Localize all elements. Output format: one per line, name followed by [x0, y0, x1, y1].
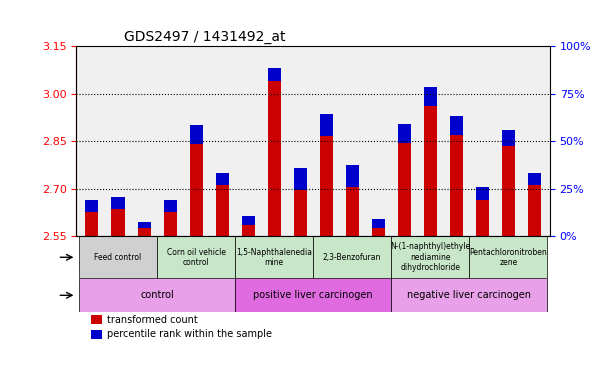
Bar: [294, 190, 307, 236]
FancyBboxPatch shape: [469, 236, 547, 278]
Text: negative liver carcinogen: negative liver carcinogen: [408, 290, 531, 300]
Bar: [423, 106, 437, 236]
Bar: [137, 222, 150, 228]
FancyBboxPatch shape: [313, 236, 391, 278]
Bar: [502, 146, 515, 236]
Bar: [90, 315, 103, 324]
Bar: [111, 209, 125, 236]
Bar: [346, 165, 359, 187]
Bar: [346, 187, 359, 236]
Text: Feed control: Feed control: [94, 253, 142, 262]
Bar: [137, 228, 150, 236]
Text: GDS2497 / 1431492_at: GDS2497 / 1431492_at: [123, 30, 285, 44]
Bar: [216, 185, 229, 236]
Text: Pentachloronitroben
zene: Pentachloronitroben zene: [469, 248, 547, 267]
FancyBboxPatch shape: [79, 236, 157, 278]
Bar: [241, 225, 255, 236]
FancyBboxPatch shape: [157, 236, 235, 278]
Bar: [528, 185, 541, 236]
Text: positive liver carcinogen: positive liver carcinogen: [254, 290, 373, 300]
Bar: [268, 81, 280, 236]
Bar: [164, 212, 177, 236]
Bar: [86, 200, 98, 212]
Bar: [320, 136, 332, 236]
Bar: [371, 228, 385, 236]
Bar: [216, 173, 229, 185]
Text: 2,3-Benzofuran: 2,3-Benzofuran: [323, 253, 381, 262]
Bar: [268, 68, 280, 81]
FancyBboxPatch shape: [235, 278, 391, 312]
FancyBboxPatch shape: [235, 236, 313, 278]
Bar: [164, 200, 177, 212]
Bar: [371, 219, 385, 228]
Bar: [476, 200, 489, 236]
Bar: [90, 330, 103, 339]
Bar: [450, 116, 463, 135]
Bar: [189, 144, 203, 236]
Bar: [320, 114, 332, 136]
FancyBboxPatch shape: [391, 236, 469, 278]
Bar: [502, 130, 515, 146]
Text: 1,5-Naphthalenedia
mine: 1,5-Naphthalenedia mine: [236, 248, 312, 267]
Bar: [398, 143, 411, 236]
Text: transformed count: transformed count: [107, 314, 198, 324]
Bar: [111, 197, 125, 209]
Bar: [450, 135, 463, 236]
Bar: [423, 87, 437, 106]
FancyBboxPatch shape: [79, 278, 235, 312]
Bar: [189, 125, 203, 144]
Bar: [476, 187, 489, 200]
Text: Corn oil vehicle
control: Corn oil vehicle control: [167, 248, 225, 267]
Text: N-(1-naphthyl)ethyle
nediamine
dihydrochloride: N-(1-naphthyl)ethyle nediamine dihydroch…: [390, 242, 470, 272]
Bar: [294, 168, 307, 190]
Bar: [241, 215, 255, 225]
FancyBboxPatch shape: [391, 278, 547, 312]
Text: percentile rank within the sample: percentile rank within the sample: [107, 329, 272, 339]
Bar: [398, 124, 411, 143]
Bar: [528, 173, 541, 185]
Bar: [86, 212, 98, 236]
Text: control: control: [140, 290, 174, 300]
